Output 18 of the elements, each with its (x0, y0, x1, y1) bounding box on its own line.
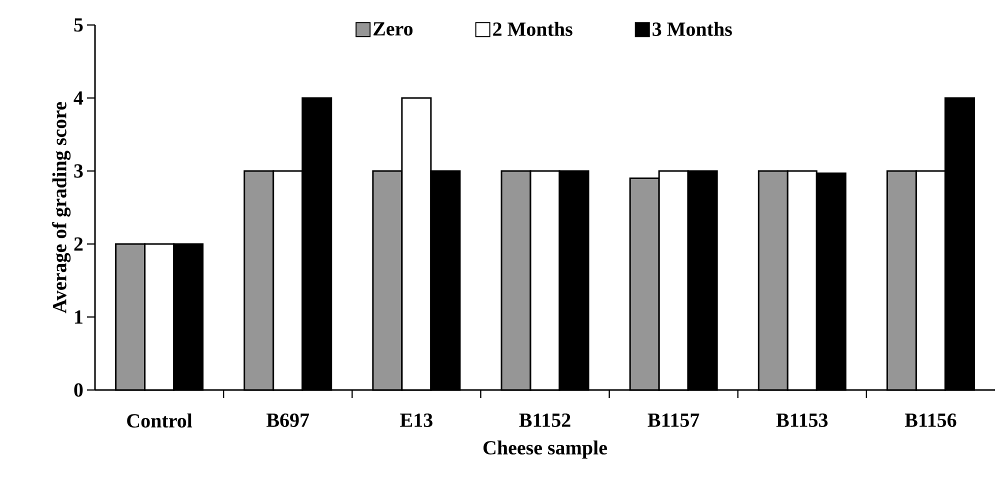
x-tick-label: B1152 (519, 414, 570, 427)
legend-label: 3 Months (652, 22, 732, 36)
y-tick-label: 1 (75, 310, 82, 324)
x-tick-label: B1157 (648, 414, 700, 427)
y-tick-label: 3 (74, 164, 83, 178)
y-tick-label: 0 (74, 383, 83, 397)
legend-label: 2 Months (493, 22, 572, 36)
x-tick-label: B1156 (904, 414, 956, 427)
y-tick-label: 5 (74, 18, 83, 32)
legend-label: Zero (374, 22, 413, 36)
x-tick-label: B1153 (776, 414, 828, 427)
y-tick-label: 4 (74, 91, 84, 105)
y-axis-title: Average of grading score (52, 102, 71, 314)
x-tick-label: B697 (266, 414, 310, 427)
x-tick-label: Control (127, 414, 192, 428)
x-tick-label: E13 (400, 414, 432, 427)
y-tick-label: 2 (74, 237, 83, 251)
x-axis-title: Cheese sample (483, 440, 607, 459)
